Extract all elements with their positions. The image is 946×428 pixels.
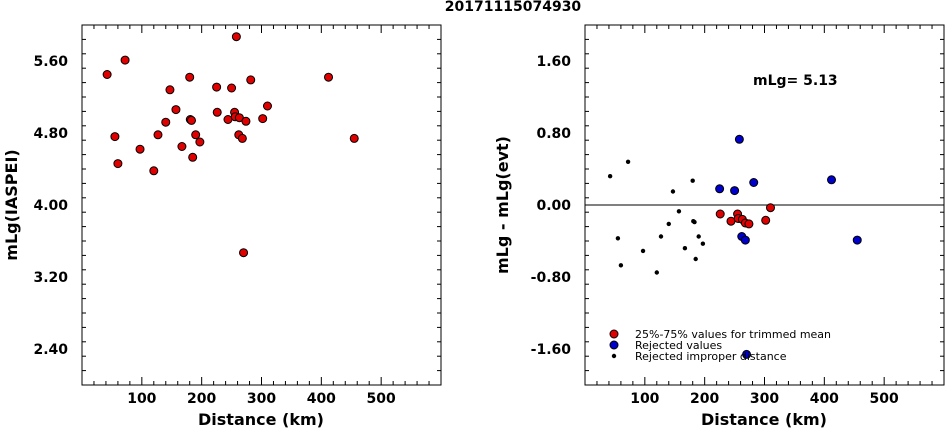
data-point — [165, 85, 175, 95]
data-point — [135, 144, 145, 154]
data-point-rejected-distance — [625, 159, 631, 164]
data-point — [212, 107, 222, 117]
y-tick-label: 0.80 — [536, 126, 571, 142]
data-point — [246, 75, 256, 85]
data-point — [241, 116, 251, 126]
data-point — [153, 130, 163, 140]
right-points — [607, 134, 862, 359]
right-x-axis-label: Distance (km) — [701, 410, 827, 428]
data-point-rejected — [730, 186, 740, 196]
data-point — [191, 130, 201, 140]
data-point — [195, 137, 205, 147]
data-point — [324, 72, 334, 82]
right-x-ticks: 100 200 300 400 500 — [584, 25, 945, 407]
legend: 25%-75% values for trimmed meanRejected … — [609, 328, 831, 363]
data-point — [120, 55, 130, 65]
data-point-rejected — [742, 349, 752, 359]
y-tick-label: 4.80 — [33, 126, 68, 142]
data-point — [227, 83, 237, 93]
x-tick-label: 500 — [367, 391, 396, 407]
x-tick-label: 100 — [630, 391, 659, 407]
mlg-annotation: mLg= 5.13 — [753, 73, 838, 89]
data-point-rejected-distance — [654, 270, 659, 275]
data-point-rejected-distance — [682, 246, 688, 251]
legend-marker-dot — [611, 353, 617, 359]
left-x-ticks: 100 200 300 400 500 — [81, 25, 442, 407]
data-point-rejected-distance — [692, 219, 697, 225]
data-point-rejected — [740, 235, 750, 245]
legend-label: 25%-75% values for trimmed mean — [635, 328, 831, 341]
y-tick-label: -1.60 — [531, 342, 572, 358]
chart-title: 20171115074930 — [445, 0, 582, 15]
x-tick-label: 300 — [247, 391, 276, 407]
legend-marker — [609, 329, 619, 339]
data-point-rejected-distance — [693, 256, 698, 262]
data-point-rejected-distance — [690, 178, 695, 183]
data-point — [258, 114, 268, 124]
x-tick-label: 100 — [127, 391, 156, 407]
data-point-rejected-distance — [670, 189, 676, 194]
legend-marker — [609, 340, 619, 350]
x-tick-label: 300 — [750, 391, 779, 407]
x-tick-label: 400 — [810, 391, 839, 407]
data-point — [349, 133, 359, 143]
data-point — [231, 32, 241, 42]
data-point — [110, 132, 120, 142]
data-point — [262, 101, 272, 111]
data-point — [239, 248, 249, 258]
data-point — [188, 152, 198, 162]
data-point — [113, 159, 123, 169]
data-point — [185, 72, 195, 82]
left-x-axis-label: Distance (km) — [198, 410, 324, 428]
data-point — [715, 209, 725, 219]
data-point-rejected — [852, 235, 862, 245]
data-point — [171, 105, 181, 115]
data-point-rejected-distance — [676, 209, 682, 214]
y-tick-label: 1.60 — [536, 54, 571, 70]
y-tick-label: -0.80 — [531, 270, 572, 286]
right-y-ticks: -1.60 -0.80 0.00 0.80 1.60 — [531, 24, 944, 386]
y-tick-label: 3.20 — [33, 270, 68, 286]
data-point-rejected-distance — [640, 248, 646, 254]
data-point — [186, 115, 196, 125]
left-plot: 100 200 300 400 500 2.40 3.20 4.00 4.80 5.60 Dis… — [2, 24, 442, 428]
data-point — [237, 133, 247, 143]
data-point-rejected — [734, 134, 744, 144]
right-plot: 100 200 300 400 500 -1.60 -0.80 0.00 0.80 1.60 m… — [493, 24, 945, 428]
x-tick-label: 500 — [870, 391, 899, 407]
data-point-rejected-distance — [700, 241, 706, 246]
y-tick-label: 2.40 — [33, 342, 68, 358]
x-tick-label: 400 — [307, 391, 336, 407]
left-points — [102, 32, 359, 258]
data-point — [744, 219, 754, 229]
data-point-rejected — [715, 184, 725, 194]
y-tick-label: 5.60 — [33, 54, 68, 70]
data-point-rejected-distance — [666, 221, 671, 227]
data-point — [765, 203, 775, 213]
data-point-rejected-distance — [607, 174, 613, 179]
y-tick-label: 0.00 — [536, 198, 571, 214]
left-y-ticks: 2.40 3.20 4.00 4.80 5.60 — [33, 24, 441, 386]
legend-label: Rejected improper distance — [635, 350, 787, 363]
data-point-rejected — [749, 178, 759, 187]
right-y-axis-label: mLg - mLg(evt) — [493, 136, 512, 274]
data-point — [102, 70, 112, 79]
x-tick-label: 200 — [690, 391, 719, 407]
data-point-rejected-distance — [618, 263, 624, 268]
legend-label: Rejected values — [635, 339, 722, 352]
data-point-rejected-distance — [696, 234, 701, 239]
y-tick-label: 4.00 — [33, 198, 68, 214]
data-point — [761, 215, 771, 225]
data-point — [212, 82, 222, 92]
data-point-rejected — [827, 175, 837, 185]
left-y-axis-label: mLg(IASPEI) — [2, 149, 21, 260]
data-point-rejected-distance — [615, 236, 621, 241]
data-point-rejected-distance — [658, 234, 664, 239]
left-plot-frame — [81, 24, 442, 386]
data-point — [177, 142, 187, 151]
data-point — [149, 166, 159, 176]
x-tick-label: 200 — [187, 391, 216, 407]
data-point — [161, 117, 171, 127]
